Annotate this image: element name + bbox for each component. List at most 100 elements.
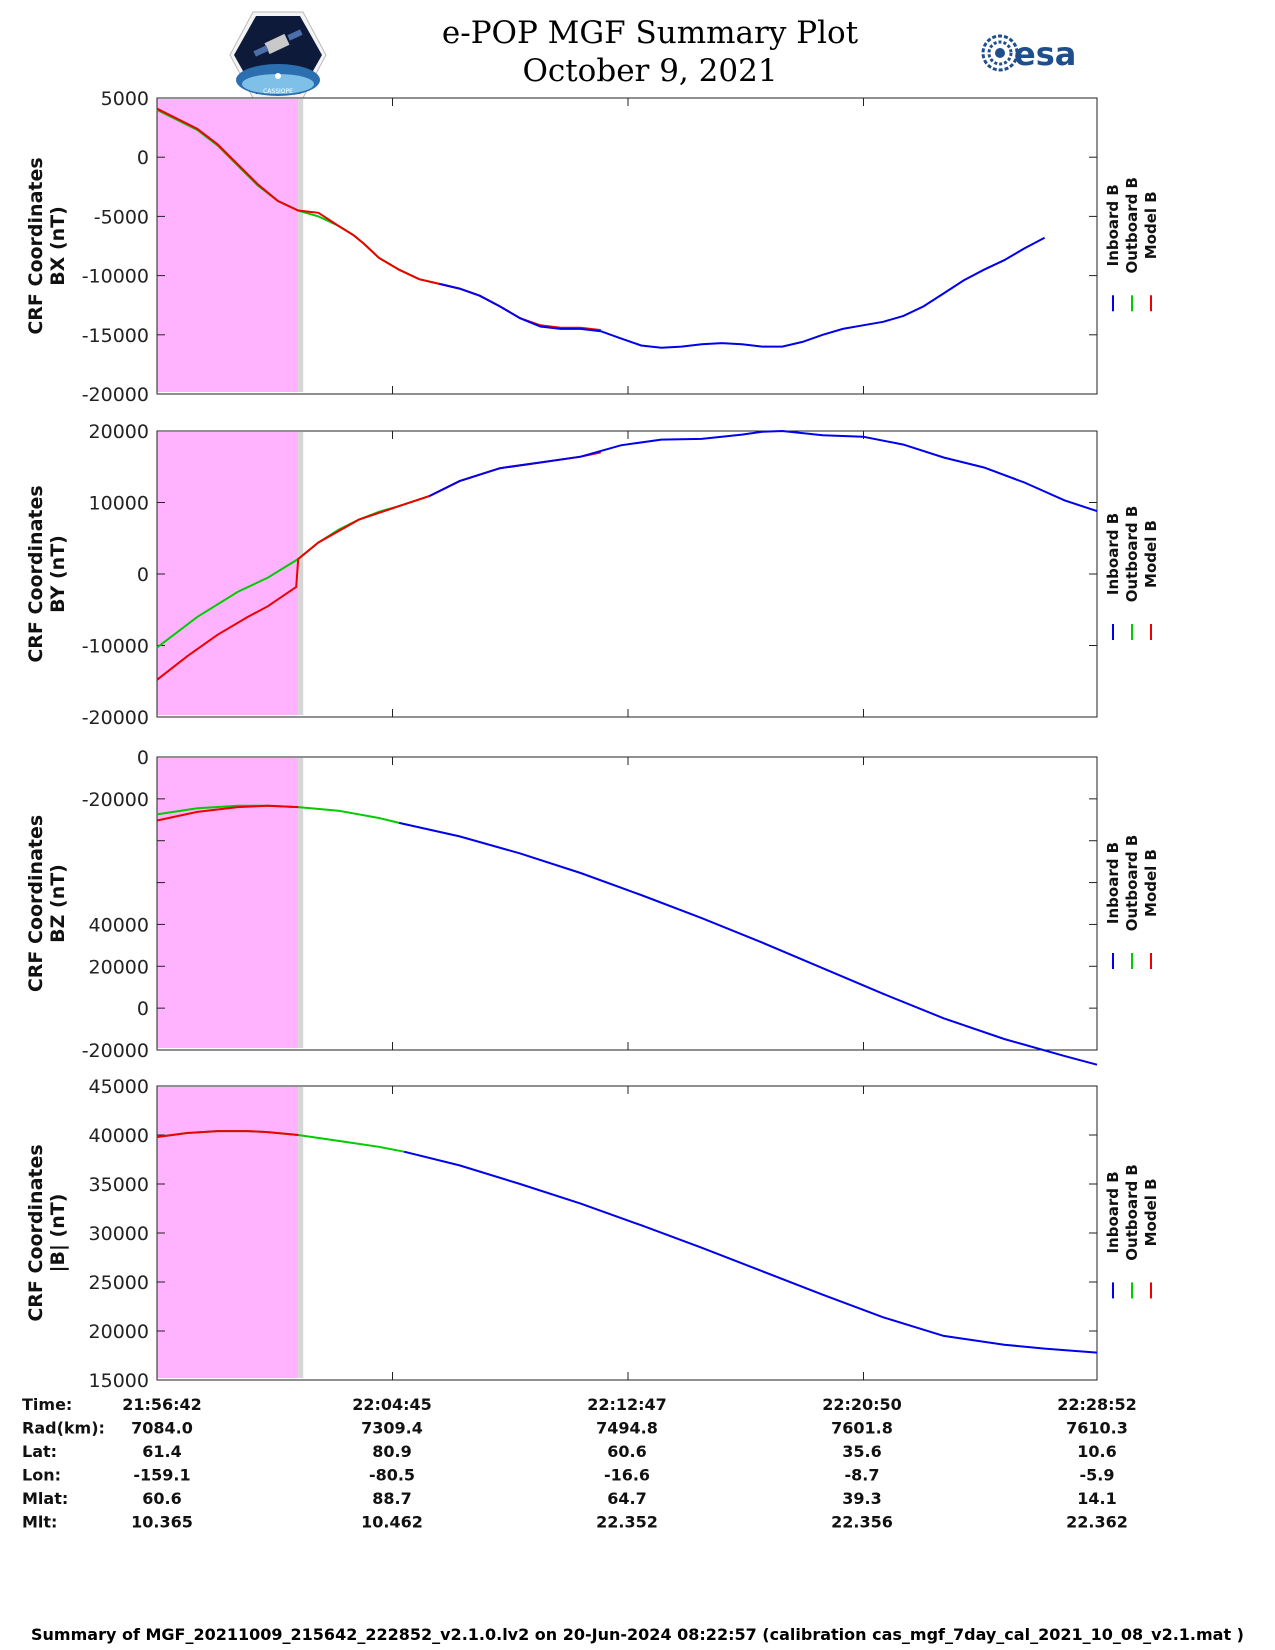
footer-caption: Summary of MGF_20211009_215642_222852_v2… — [31, 1625, 1244, 1644]
calibration-gap-shade — [298, 432, 304, 715]
y-tick-label: 25000 — [89, 1272, 149, 1294]
calibration-gap-shade — [298, 1087, 304, 1378]
ephemeris-cell: 60.6 — [607, 1442, 646, 1461]
y-axis-unit-label: |B| (nT) — [47, 1194, 69, 1273]
y-tick-label: 40000 — [89, 1125, 149, 1147]
y-tick-label: -10000 — [82, 266, 149, 288]
ephemeris-row-label: Lon: — [22, 1466, 61, 1485]
ephemeris-cell: 80.9 — [372, 1442, 411, 1461]
y-tick-label: 20000 — [89, 1321, 149, 1343]
ephemeris-cell: -159.1 — [133, 1466, 190, 1485]
ephemeris-row-label: Mlat: — [22, 1489, 68, 1508]
ephemeris-table: Time: Rad(km): Lat: Lon: Mlat: Mlt: 21:56:42 70… — [22, 1395, 1137, 1532]
legend-label: Model B — [1142, 849, 1160, 917]
y-axis-unit-label: BY (nT) — [47, 535, 69, 613]
y-tick-label: 0 — [137, 564, 149, 586]
y-axis-label: CRF Coordinates — [25, 815, 47, 992]
ephemeris-cell: 22:28:52 — [1057, 1395, 1137, 1414]
legend-label: Inboard B — [1104, 1171, 1122, 1253]
ephemeris-cell: 22:20:50 — [822, 1395, 902, 1414]
ephemeris-cell: 14.1 — [1077, 1489, 1116, 1508]
y-tick-label: 0 — [137, 998, 149, 1020]
plot-frame — [156, 756, 1098, 1051]
ephemeris-cell: 61.4 — [142, 1442, 181, 1461]
y-axis-label: CRF Coordinates — [25, 485, 47, 662]
legend-label: Inboard B — [1104, 513, 1122, 595]
y-tick-label: 5000 — [101, 88, 149, 110]
panel-1: 5000 0 -5000 -10000 -15000 -20000 CRF Coordina… — [25, 88, 1160, 406]
ephemeris-cell: 22.352 — [596, 1513, 658, 1532]
panel-4: 45000 40000 35000 30000 25000 20000 15000 CRF C… — [25, 1076, 1160, 1392]
ephemeris-row-label: Mlt: — [22, 1513, 57, 1532]
legend-label: Outboard B — [1123, 177, 1141, 274]
ephemeris-cell: 7309.4 — [361, 1419, 423, 1438]
ephemeris-cell: 10.6 — [1077, 1442, 1116, 1461]
esa-logo-text: esa — [1014, 35, 1076, 73]
y-tick-label: 0 — [137, 147, 149, 169]
calibration-gap-shade — [298, 99, 304, 392]
ephemeris-cell: 60.6 — [142, 1489, 181, 1508]
series-line-inboard-b — [398, 821, 1098, 1066]
ephemeris-cell: 10.365 — [131, 1513, 193, 1532]
y-tick-label: -20000 — [82, 384, 149, 406]
y-axis-unit-label: BX (nT) — [47, 206, 69, 286]
ephemeris-cell: 22.356 — [831, 1513, 893, 1532]
ephemeris-cell: -8.7 — [845, 1466, 880, 1485]
series-line-inboard-b — [439, 236, 1046, 349]
y-tick-label: 35000 — [89, 1174, 149, 1196]
ephemeris-row-label: Lat: — [22, 1442, 57, 1461]
y-tick-label: 20000 — [89, 956, 149, 978]
y-axis-unit-label: BZ (nT) — [47, 864, 69, 943]
panel-2: 20000 10000 0 -10000 -20000 CRF Coordinates BY… — [25, 421, 1160, 729]
ephemeris-cell: 39.3 — [842, 1489, 881, 1508]
legend-label: Model B — [1142, 191, 1160, 259]
ephemeris-cell: -5.9 — [1080, 1466, 1115, 1485]
legend-label: Outboard B — [1123, 835, 1141, 932]
legend-label: Model B — [1142, 1178, 1160, 1246]
ephemeris-cell: 21:56:42 — [122, 1395, 202, 1414]
panel-3: 0 -20000 40000 20000 0 -20000 CRF Coordinates B… — [25, 747, 1160, 1066]
series-line-model-b — [156, 1130, 299, 1138]
invalid-data-shade — [157, 1087, 299, 1378]
y-tick-label: 45000 — [89, 1076, 149, 1098]
ephemeris-row-label: Rad(km): — [22, 1419, 105, 1438]
calibration-gap-shade — [298, 758, 304, 1048]
y-tick-label: -20000 — [82, 789, 149, 811]
y-tick-label: -10000 — [82, 636, 149, 658]
series-line-model-b — [156, 804, 299, 822]
y-tick-label: -5000 — [94, 206, 149, 228]
ephemeris-cell: 22:04:45 — [352, 1395, 432, 1414]
ephemeris-cell: 10.462 — [361, 1513, 423, 1532]
ephemeris-cell: 7494.8 — [596, 1419, 658, 1438]
y-tick-label: -15000 — [82, 325, 149, 347]
ephemeris-cell: 7084.0 — [131, 1419, 193, 1438]
ephemeris-cell: 35.6 — [842, 1442, 881, 1461]
y-tick-label: 10000 — [89, 493, 149, 515]
series-line-inboard-b — [428, 429, 1098, 513]
ephemeris-cell: 22.362 — [1066, 1513, 1128, 1532]
y-tick-label: -20000 — [82, 707, 149, 729]
plot-frame — [156, 97, 1098, 395]
y-tick-label: 30000 — [89, 1223, 149, 1245]
series-line-inboard-b — [403, 1150, 1098, 1354]
ephemeris-cell: 7610.3 — [1066, 1419, 1128, 1438]
ephemeris-cell: -80.5 — [369, 1466, 415, 1485]
esa-logo: esa — [981, 34, 1076, 73]
legend-label: Outboard B — [1123, 506, 1141, 603]
invalid-data-shade — [157, 758, 299, 1048]
y-tick-label: 15000 — [89, 1370, 149, 1392]
legend-label: Inboard B — [1104, 184, 1122, 266]
ephemeris-row-label: Time: — [22, 1395, 72, 1414]
ephemeris-cell: 88.7 — [372, 1489, 411, 1508]
y-tick-label: 40000 — [89, 914, 149, 936]
ephemeris-cell: 64.7 — [607, 1489, 646, 1508]
plot-date: October 9, 2021 — [522, 53, 778, 89]
y-tick-label: 20000 — [89, 421, 149, 443]
ephemeris-cell: 7601.8 — [831, 1419, 893, 1438]
y-tick-label: -20000 — [82, 1040, 149, 1062]
plot-title: e-POP MGF Summary Plot — [441, 15, 859, 51]
invalid-data-shade — [157, 432, 299, 715]
legend-label: Outboard B — [1123, 1164, 1141, 1261]
cassiope-mission-logo: CASSIOPE — [229, 11, 327, 99]
